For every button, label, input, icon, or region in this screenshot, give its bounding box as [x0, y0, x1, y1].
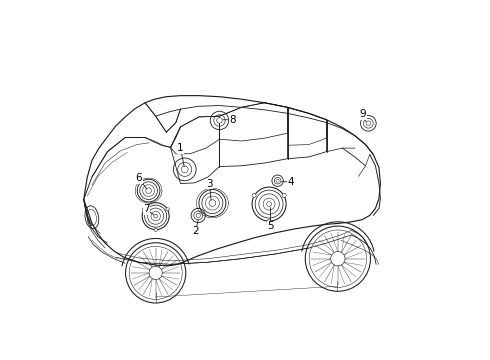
Circle shape — [166, 208, 169, 211]
Circle shape — [331, 252, 345, 266]
Circle shape — [217, 118, 222, 123]
Circle shape — [149, 266, 162, 279]
Circle shape — [276, 179, 279, 182]
Text: 8: 8 — [229, 115, 236, 125]
Text: 1: 1 — [177, 143, 184, 153]
Text: 5: 5 — [267, 221, 274, 231]
Circle shape — [142, 208, 146, 211]
Circle shape — [154, 214, 158, 218]
Text: 3: 3 — [206, 179, 213, 189]
Circle shape — [282, 193, 286, 198]
Circle shape — [154, 228, 157, 231]
Circle shape — [196, 213, 200, 217]
Text: 7: 7 — [143, 204, 150, 214]
Circle shape — [252, 193, 256, 198]
Circle shape — [366, 121, 371, 126]
Circle shape — [181, 166, 188, 173]
Text: 4: 4 — [287, 177, 294, 187]
Text: 6: 6 — [135, 173, 142, 183]
Circle shape — [267, 219, 271, 224]
Circle shape — [267, 202, 271, 207]
Text: 2: 2 — [192, 226, 198, 237]
Text: 9: 9 — [359, 109, 366, 120]
